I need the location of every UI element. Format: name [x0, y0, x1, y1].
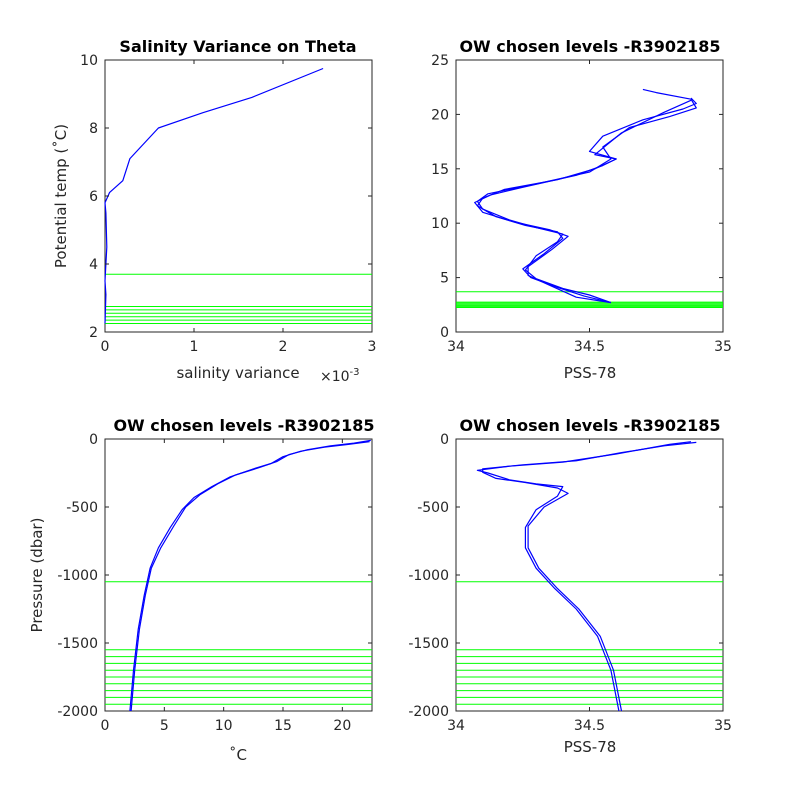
- y-tick-label: 0: [440, 325, 449, 341]
- panel-4-x-ticks: 34 34.5 35: [447, 439, 732, 734]
- panel-1-x-ticks: 0 1 2 3: [101, 60, 377, 355]
- panel-2-x-label: PSS-78: [564, 364, 617, 382]
- y-tick-label: -500: [66, 500, 98, 516]
- y-tick-label: 0: [89, 432, 98, 448]
- panel-1-title: Salinity Variance on Theta: [119, 37, 356, 56]
- y-tick-label: 15: [431, 162, 449, 178]
- profile-line-2: [130, 439, 371, 712]
- panel-1-level-lines: [105, 273, 372, 324]
- panel-3-y-label: Pressure (dbar): [28, 518, 46, 633]
- panel-1: Salinity Variance on Theta 0 1 2 3 2 4 6 8 10 s…: [52, 37, 376, 385]
- panel-1-y-label: Potential temp (˚C): [52, 124, 70, 268]
- panel-3-level-lines: [105, 581, 372, 705]
- y-tick-label: 6: [89, 189, 98, 205]
- profile-line-2: [482, 441, 697, 712]
- panel-4-x-label: PSS-78: [564, 738, 617, 756]
- x-tick-label: 20: [333, 718, 351, 734]
- panel-2-profiles: [474, 88, 697, 304]
- x-tick-label: 3: [368, 339, 377, 355]
- y-tick-label: -1500: [408, 636, 449, 652]
- y-tick-label: -2000: [57, 704, 98, 720]
- panel-3-x-label: ˚C: [229, 746, 247, 764]
- x-tick-label: 15: [274, 718, 292, 734]
- panel-2-x-ticks: 34 34.5 35: [447, 60, 732, 355]
- panel-2-title: OW chosen levels -R3902185: [459, 37, 720, 56]
- x-tick-label: 34: [447, 718, 465, 734]
- y-tick-label: -1000: [408, 568, 449, 584]
- panel-4: OW chosen levels -R3902185 34 34.5 35 -200…: [408, 416, 732, 756]
- x-tick-label: 10: [215, 718, 233, 734]
- panel-3-y-ticks: -2000 -1500 -1000 -500 0: [57, 432, 372, 720]
- x-tick-label: 34: [447, 339, 465, 355]
- y-tick-label: 0: [440, 432, 449, 448]
- x-tick-label: 34.5: [574, 339, 605, 355]
- panel-2-plot-area: [455, 59, 724, 333]
- y-tick-label: 8: [89, 121, 98, 137]
- profile-line-2: [476, 97, 697, 304]
- y-tick-label: 2: [89, 325, 98, 341]
- panel-4-y-ticks: -2000 -1500 -1000 -500 0: [408, 432, 723, 720]
- x-tick-label: 2: [279, 339, 288, 355]
- profile-line-3: [474, 99, 692, 304]
- panel-3-x-ticks: 0 5 10 15 20: [101, 439, 351, 734]
- y-tick-label: 25: [431, 53, 449, 69]
- y-tick-label: -2000: [408, 704, 449, 720]
- x-tick-label: 35: [714, 718, 732, 734]
- y-tick-label: -500: [417, 500, 449, 516]
- panel-1-plot-area: [104, 59, 373, 333]
- panel-4-level-lines: [456, 581, 723, 705]
- x-tick-label: 1: [190, 339, 199, 355]
- y-tick-label: -1000: [57, 568, 98, 584]
- y-tick-label: -1500: [57, 636, 98, 652]
- x-tick-label: 35: [714, 339, 732, 355]
- x-tick-label: 34.5: [574, 718, 605, 734]
- y-tick-label: 10: [80, 53, 98, 69]
- y-tick-label: 10: [431, 216, 449, 232]
- profile-line-1: [104, 67, 324, 324]
- y-tick-label: 4: [89, 257, 98, 273]
- panel-3: OW chosen levels -R3902185 0 5 10 15 20 -200…: [28, 416, 375, 764]
- x-tick-label: 0: [101, 339, 110, 355]
- panel-1-x-label: salinity variance: [176, 364, 299, 382]
- panel-4-profiles: [476, 441, 697, 712]
- y-tick-label: 5: [440, 271, 449, 287]
- panel-4-title: OW chosen levels -R3902185: [459, 416, 720, 435]
- panel-3-title: OW chosen levels -R3902185: [113, 416, 374, 435]
- y-tick-label: 20: [431, 107, 449, 123]
- panel-3-profiles: [129, 439, 371, 712]
- panel-2-level-lines: [456, 291, 723, 309]
- panel-2: OW chosen levels -R3902185 34 34.5 35 0 5 10…: [431, 37, 732, 382]
- panel-1-profiles: [104, 67, 324, 324]
- panel-1-y-ticks: 2 4 6 8 10: [80, 53, 372, 341]
- x-tick-label: 5: [160, 718, 169, 734]
- panel-2-y-ticks: 0 5 10 15 20 25: [431, 53, 723, 341]
- profile-line-1: [476, 88, 697, 304]
- panel-1-x-exponent: ×10-3: [320, 367, 360, 385]
- x-tick-label: 0: [101, 718, 110, 734]
